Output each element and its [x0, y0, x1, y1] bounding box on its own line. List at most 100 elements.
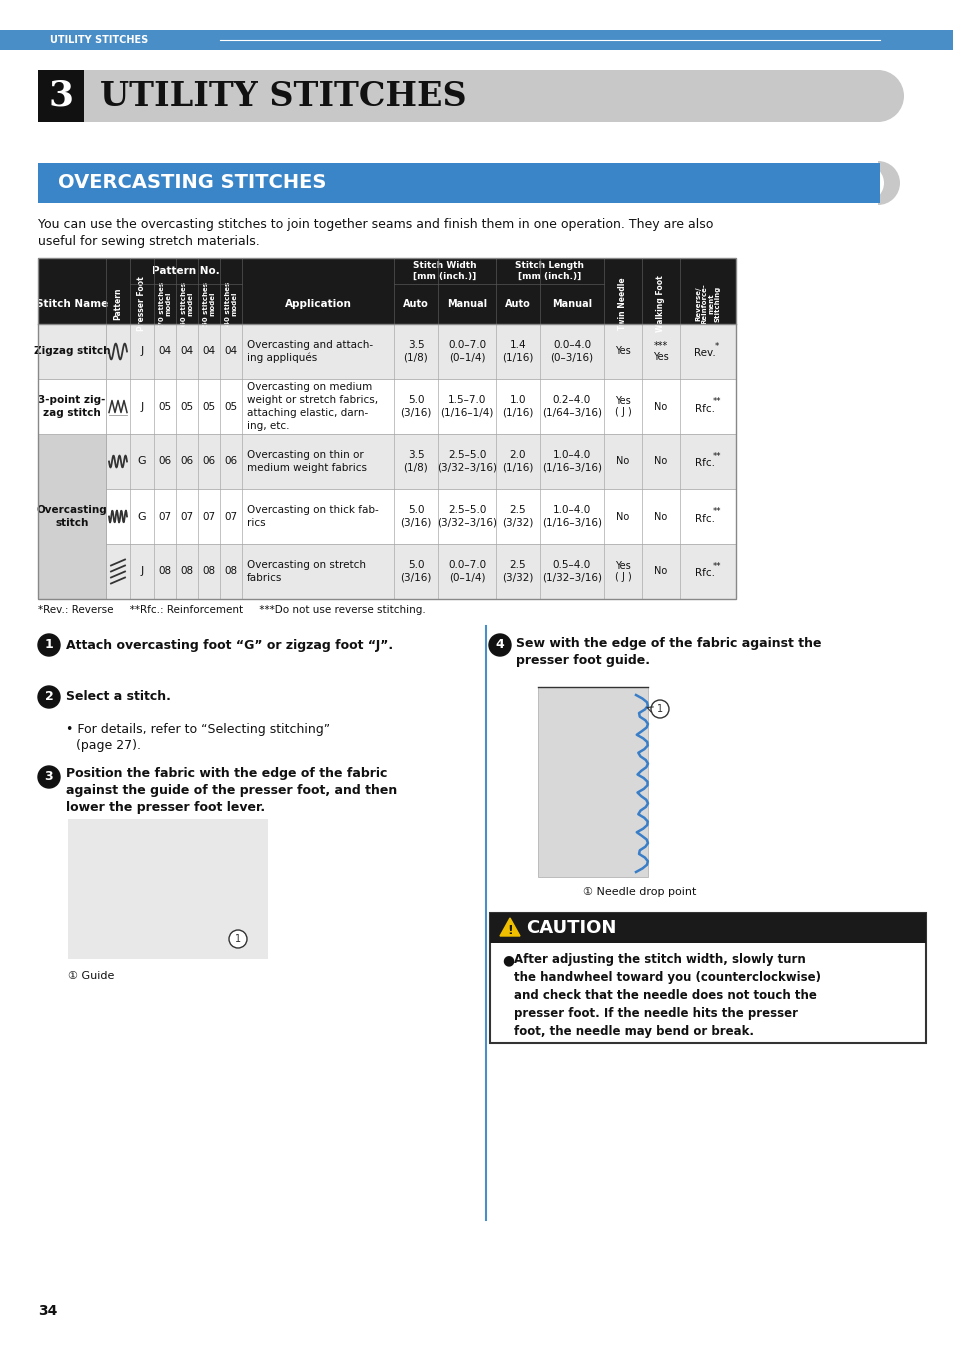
- Text: After adjusting the stitch width, slowly turn
the handwheel toward you (counterc: After adjusting the stitch width, slowly…: [514, 953, 821, 1038]
- Text: Rev.: Rev.: [694, 349, 715, 359]
- Text: 06: 06: [224, 457, 237, 466]
- Text: **: **: [712, 507, 720, 516]
- Text: UTILITY STITCHES: UTILITY STITCHES: [100, 80, 466, 112]
- Wedge shape: [877, 70, 903, 123]
- Bar: [84, 70, 877, 123]
- Circle shape: [38, 766, 60, 789]
- Bar: [537, 687, 647, 878]
- Text: 2.0
(1/16): 2.0 (1/16): [502, 450, 533, 473]
- Text: OVERCASTING STITCHES: OVERCASTING STITCHES: [58, 174, 326, 193]
- Text: 0.5–4.0
(1/32–3/16): 0.5–4.0 (1/32–3/16): [541, 561, 601, 582]
- Text: Overcasting on stretch
fabrics: Overcasting on stretch fabrics: [247, 561, 366, 582]
- Text: Manual: Manual: [446, 299, 487, 309]
- Text: 60 stitches
model: 60 stitches model: [180, 282, 193, 326]
- Text: 05: 05: [158, 402, 172, 411]
- Text: 1: 1: [45, 639, 53, 651]
- Text: G: G: [137, 511, 146, 522]
- Circle shape: [38, 686, 60, 708]
- Text: 5.0
(3/16): 5.0 (3/16): [400, 561, 432, 582]
- Bar: [38, 434, 106, 599]
- Bar: [38, 489, 735, 545]
- Text: Rfc.: Rfc.: [695, 514, 714, 523]
- Text: *: *: [714, 342, 719, 350]
- Text: *Rev.: Reverse     **Rfc.: Reinforcement     ***Do not use reverse stitching.: *Rev.: Reverse **Rfc.: Reinforcement ***…: [38, 605, 425, 615]
- Circle shape: [229, 930, 247, 948]
- Text: No: No: [616, 511, 629, 522]
- Text: Application: Application: [284, 299, 351, 309]
- Text: ***
Yes: *** Yes: [653, 341, 668, 363]
- Text: 40 stitches
model: 40 stitches model: [225, 282, 237, 326]
- Text: 70 stitches
model: 70 stitches model: [158, 282, 172, 326]
- Text: 04: 04: [158, 346, 172, 356]
- Bar: [38, 163, 877, 204]
- Text: Position the fabric with the edge of the fabric: Position the fabric with the edge of the…: [66, 767, 387, 780]
- Text: 0.0–7.0
(0–1/4): 0.0–7.0 (0–1/4): [448, 340, 485, 363]
- Text: 1.0–4.0
(1/16–3/16): 1.0–4.0 (1/16–3/16): [541, 450, 601, 473]
- Text: Twin Needle: Twin Needle: [618, 278, 627, 330]
- Text: No: No: [654, 402, 667, 411]
- Text: You can use the overcasting stitches to join together seams and finish them in o: You can use the overcasting stitches to …: [38, 218, 713, 231]
- Wedge shape: [865, 166, 883, 201]
- Text: 1.5–7.0
(1/16–1/4): 1.5–7.0 (1/16–1/4): [440, 395, 493, 418]
- Bar: [865, 163, 879, 204]
- Text: Overcasting on thick fab-
rics: Overcasting on thick fab- rics: [247, 506, 378, 528]
- Text: Yes: Yes: [615, 346, 630, 356]
- Text: No: No: [616, 457, 629, 466]
- Bar: [490, 913, 925, 944]
- Text: 04: 04: [224, 346, 237, 356]
- Bar: [38, 324, 735, 379]
- Text: Rfc.: Rfc.: [695, 458, 714, 469]
- Text: 34: 34: [38, 1304, 57, 1318]
- Circle shape: [38, 634, 60, 656]
- Text: (page 27).: (page 27).: [76, 739, 141, 752]
- Text: Stitch Name: Stitch Name: [36, 299, 108, 309]
- Text: No: No: [654, 511, 667, 522]
- Text: Yes
( J ): Yes ( J ): [614, 396, 631, 418]
- Text: 07: 07: [158, 511, 172, 522]
- Text: Presser Foot: Presser Foot: [137, 276, 147, 332]
- Bar: [38, 545, 735, 599]
- Text: 1.0
(1/16): 1.0 (1/16): [502, 395, 533, 418]
- Text: 08: 08: [158, 566, 172, 577]
- Text: 5.0
(3/16): 5.0 (3/16): [400, 506, 432, 527]
- Text: Overcasting on medium
weight or stretch fabrics,
attaching elastic, darn-
ing, e: Overcasting on medium weight or stretch …: [247, 383, 377, 431]
- Text: 08: 08: [224, 566, 237, 577]
- Bar: [38, 379, 106, 434]
- Text: 3.5
(1/8): 3.5 (1/8): [403, 450, 428, 473]
- Text: No: No: [654, 457, 667, 466]
- Text: 3.5
(1/8): 3.5 (1/8): [403, 340, 428, 363]
- Text: 08: 08: [180, 566, 193, 577]
- Text: 2.5
(3/32): 2.5 (3/32): [502, 561, 533, 582]
- Text: 05: 05: [202, 402, 215, 411]
- Text: 06: 06: [180, 457, 193, 466]
- Text: 08: 08: [202, 566, 215, 577]
- Text: 1.4
(1/16): 1.4 (1/16): [502, 340, 533, 363]
- Text: Attach overcasting foot “G” or zigzag foot “J”.: Attach overcasting foot “G” or zigzag fo…: [66, 639, 393, 651]
- Text: **: **: [712, 562, 720, 572]
- Bar: [38, 257, 735, 599]
- Text: presser foot guide.: presser foot guide.: [516, 654, 649, 667]
- Text: 04: 04: [202, 346, 215, 356]
- Text: lower the presser foot lever.: lower the presser foot lever.: [66, 801, 265, 814]
- Text: useful for sewing stretch materials.: useful for sewing stretch materials.: [38, 235, 259, 248]
- Text: 3: 3: [45, 771, 53, 783]
- Text: Select a stitch.: Select a stitch.: [66, 690, 171, 704]
- Circle shape: [650, 700, 668, 718]
- Text: 04: 04: [180, 346, 193, 356]
- Text: Rfc.: Rfc.: [695, 569, 714, 578]
- Text: 2.5
(3/32): 2.5 (3/32): [502, 506, 533, 527]
- Text: against the guide of the presser foot, and then: against the guide of the presser foot, a…: [66, 785, 396, 797]
- Bar: [38, 257, 735, 324]
- Bar: [0, 30, 953, 50]
- Wedge shape: [877, 160, 899, 205]
- Bar: [38, 70, 84, 123]
- Text: Auto: Auto: [504, 299, 530, 309]
- Text: 0.0–7.0
(0–1/4): 0.0–7.0 (0–1/4): [448, 561, 485, 582]
- Text: Stitch Length
[mm (inch.)]: Stitch Length [mm (inch.)]: [515, 262, 584, 280]
- Text: !: !: [507, 923, 513, 937]
- Text: • For details, refer to “Selecting stitching”: • For details, refer to “Selecting stitc…: [66, 723, 330, 736]
- Bar: [38, 434, 735, 489]
- Text: Auto: Auto: [403, 299, 429, 309]
- Text: J: J: [140, 566, 144, 577]
- Polygon shape: [499, 918, 519, 936]
